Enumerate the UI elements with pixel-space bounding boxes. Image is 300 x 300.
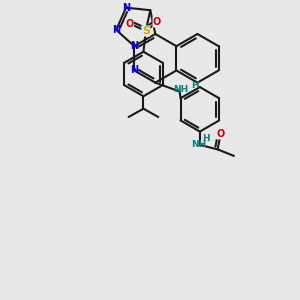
- Text: N: N: [122, 3, 130, 13]
- Text: O: O: [217, 129, 225, 139]
- Text: O: O: [125, 19, 134, 28]
- Text: NH: NH: [191, 140, 206, 149]
- Text: H: H: [191, 81, 199, 90]
- Text: N: N: [112, 25, 120, 35]
- Text: NH: NH: [173, 85, 189, 94]
- Text: N: N: [130, 65, 138, 76]
- Text: H: H: [202, 134, 210, 143]
- Text: S: S: [142, 26, 150, 36]
- Text: O: O: [153, 17, 161, 27]
- Text: N: N: [130, 41, 138, 51]
